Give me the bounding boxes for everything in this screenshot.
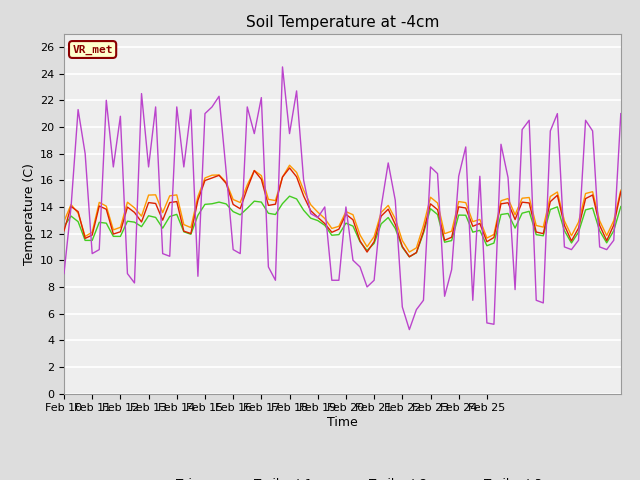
Legend: Tair, Tsoil set 1, Tsoil set 2, Tsoil set 3: Tair, Tsoil set 1, Tsoil set 2, Tsoil se… [138, 473, 547, 480]
Y-axis label: Temperature (C): Temperature (C) [23, 163, 36, 264]
Text: VR_met: VR_met [72, 44, 113, 55]
Title: Soil Temperature at -4cm: Soil Temperature at -4cm [246, 15, 439, 30]
X-axis label: Time: Time [327, 416, 358, 429]
